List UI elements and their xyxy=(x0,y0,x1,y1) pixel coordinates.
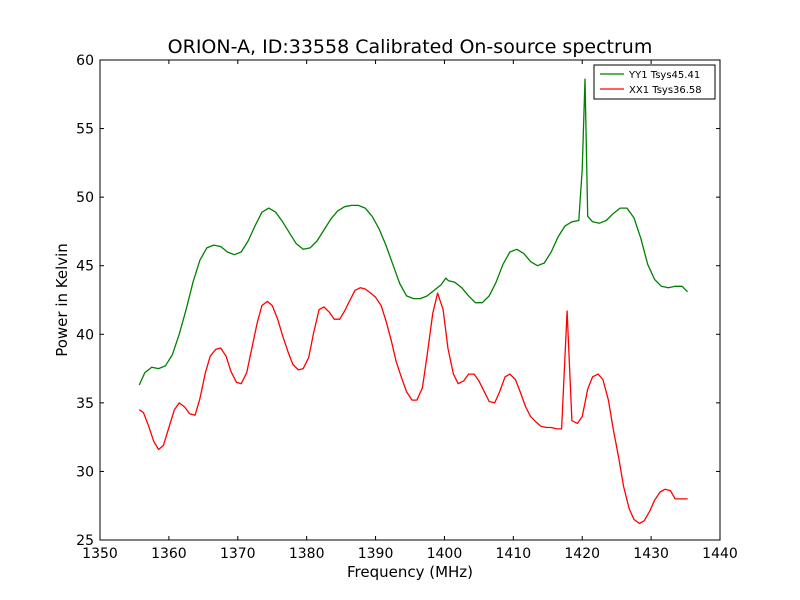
y-tick-label: 55 xyxy=(76,122,94,138)
y-tick-label: 30 xyxy=(76,464,94,480)
y-tick-label: 60 xyxy=(76,53,94,69)
y-tick-label: 40 xyxy=(76,327,94,343)
y-tick-label: 50 xyxy=(76,190,94,206)
x-tick-label: 1430 xyxy=(633,546,669,562)
y-axis-label: Power in Kelvin xyxy=(53,243,71,357)
plot-frame xyxy=(99,59,721,541)
ticks-layer: 1350 1360 1370 1380 1390 1400 1410 1420 1430 1440… xyxy=(76,53,738,562)
y-tick-label: 25 xyxy=(76,533,94,549)
x-axis-label: Frequency (MHz) xyxy=(347,563,473,581)
legend-label-yy1: YY1 Tsys45.41 xyxy=(628,70,700,81)
legend-label-xx1: XX1 Tsys36.58 xyxy=(629,85,702,96)
x-tick-label: 1420 xyxy=(564,546,600,562)
x-tick-label: 1360 xyxy=(151,546,187,562)
y-tick-label: 45 xyxy=(76,259,94,275)
legend-box xyxy=(593,64,716,100)
x-tick-label: 1410 xyxy=(496,546,532,562)
plot-area xyxy=(99,59,721,541)
x-tick-label: 1380 xyxy=(289,546,325,562)
chart-title: ORION-A, ID:33558 Calibrated On-source s… xyxy=(168,36,653,58)
x-tick-label: 1440 xyxy=(702,546,738,562)
series-line-0 xyxy=(138,78,689,386)
series-line-1 xyxy=(138,287,688,525)
series-layer xyxy=(138,78,689,525)
x-tick-label: 1370 xyxy=(220,546,256,562)
x-tick-label: 1400 xyxy=(427,546,463,562)
y-tick-label: 35 xyxy=(76,396,94,412)
x-tick-label: 1350 xyxy=(82,546,118,562)
legend: YY1 Tsys45.41 XX1 Tsys36.58 xyxy=(593,64,716,100)
x-tick-label: 1390 xyxy=(358,546,394,562)
